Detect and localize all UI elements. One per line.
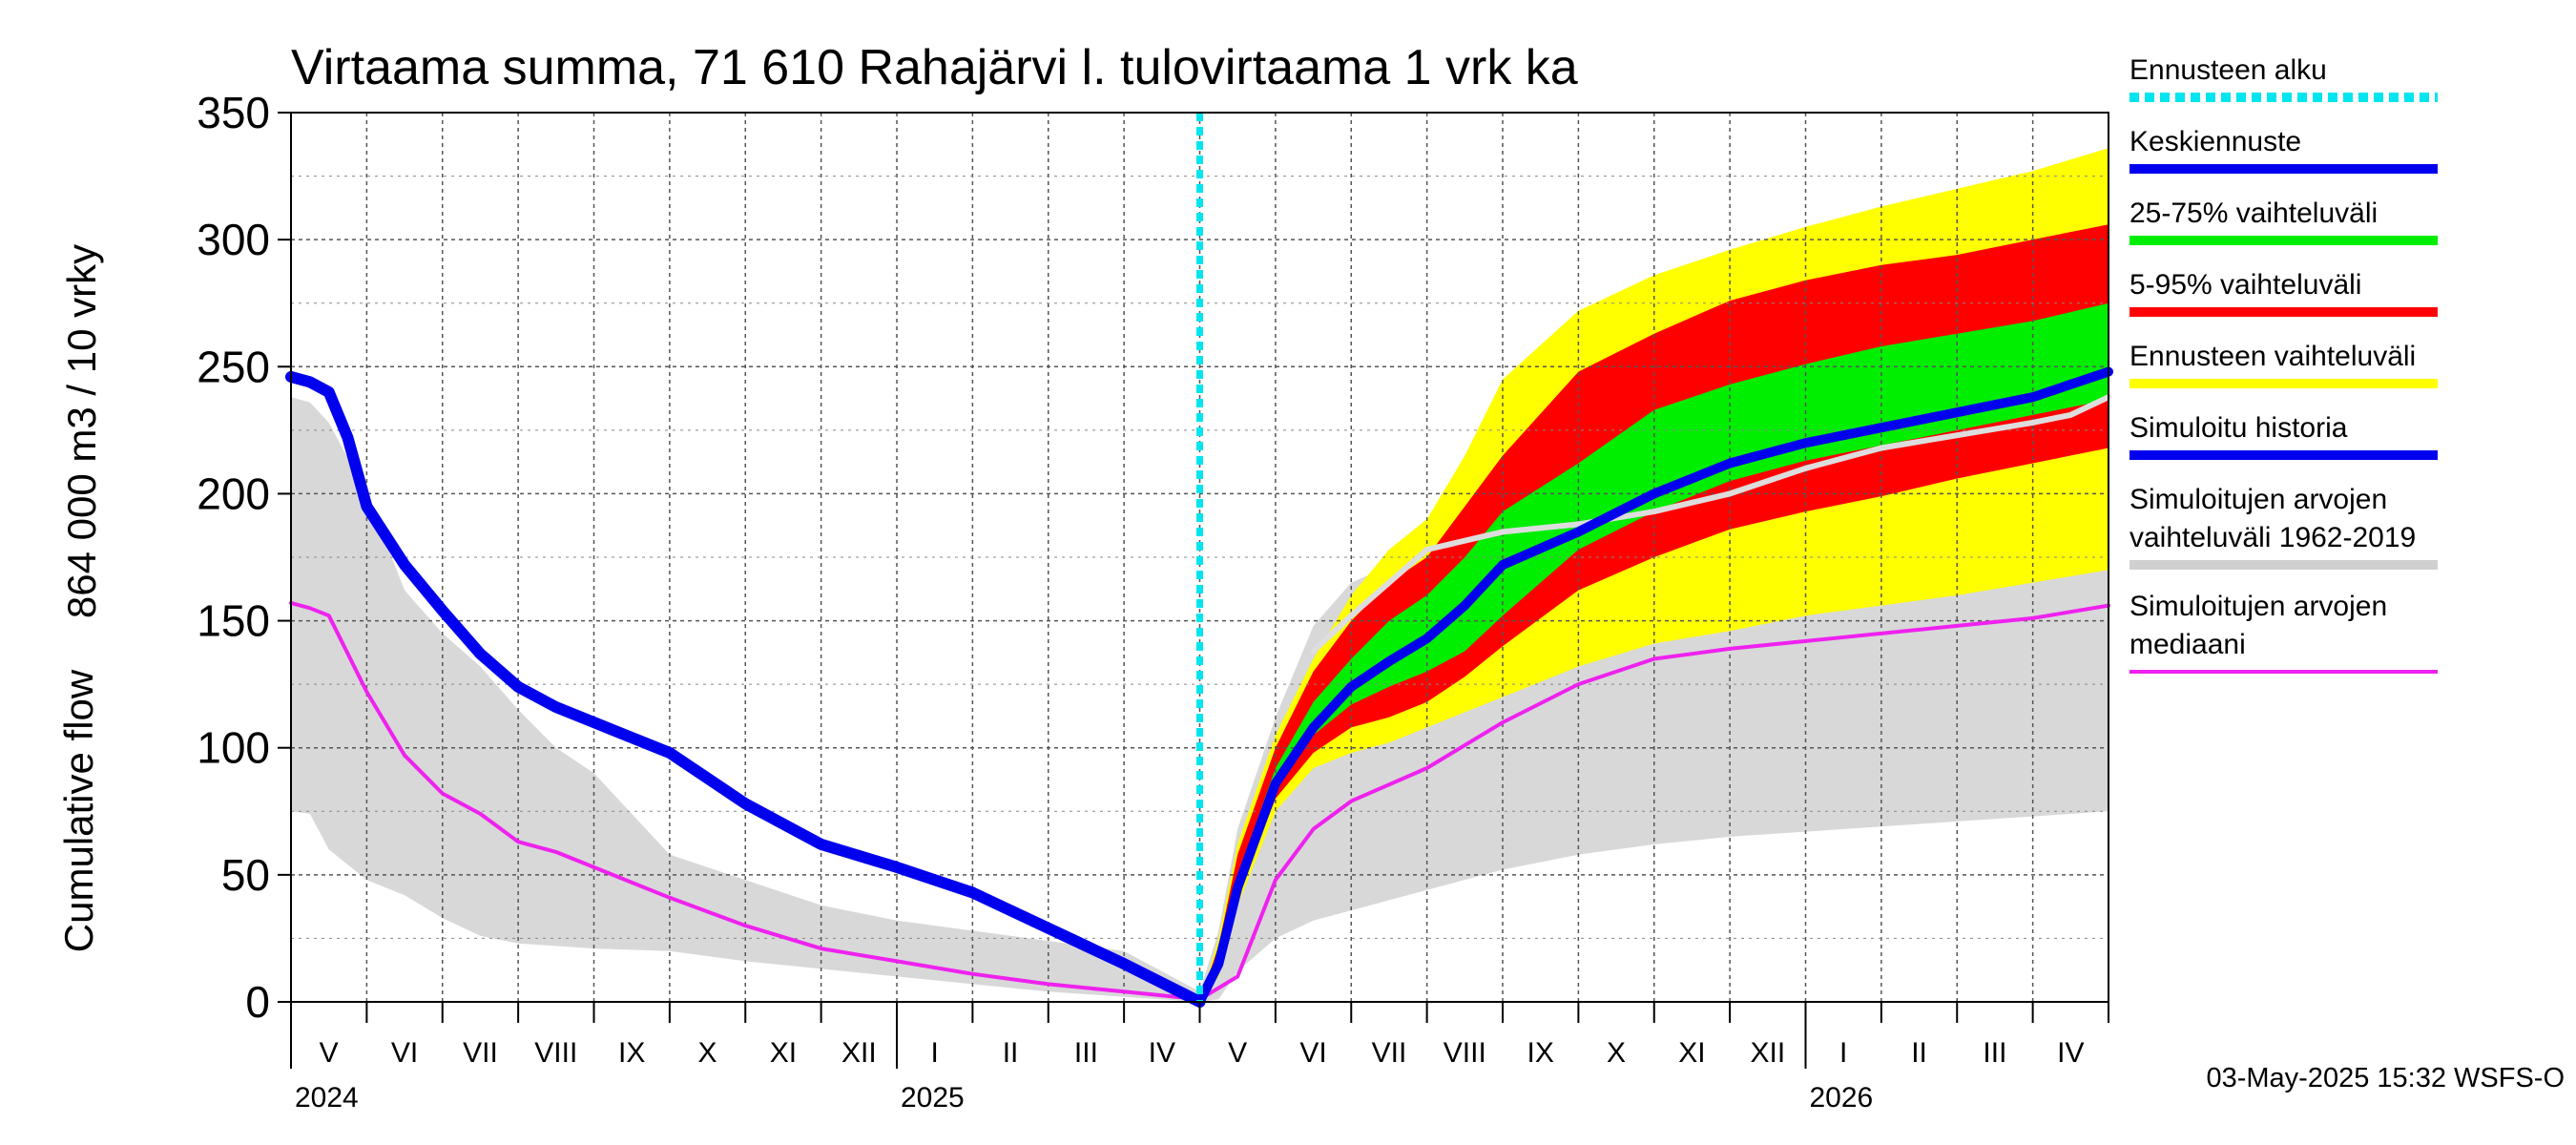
month-label: III [1074,1037,1098,1069]
month-label: VII [463,1037,498,1069]
y-tick-label: 50 [221,850,270,900]
month-label: XI [1678,1037,1705,1069]
month-label: III [1983,1037,2006,1069]
y-tick-label: 0 [245,977,270,1027]
month-label: VIII [1444,1037,1486,1069]
month-label: XII [841,1037,877,1069]
y-tick-label: 100 [197,723,270,773]
month-label: I [1839,1037,1847,1069]
month-label: II [1911,1037,1927,1069]
month-label: X [698,1037,717,1069]
series-line-4 [1195,366,2113,1007]
month-label: IX [618,1037,645,1069]
plot-area [285,113,2113,1008]
year-label: 2025 [901,1082,965,1114]
month-label: II [1003,1037,1019,1069]
legend-label-5: Ennusteen vaihteluväli [2129,341,2416,372]
legend-label-4: 5-95% vaihteluväli [2129,269,2361,301]
legend-label-3: 25-75% vaihteluväli [2129,198,2378,229]
month-label: VI [1299,1037,1326,1069]
month-label: I [931,1037,939,1069]
month-label: IV [1149,1037,1175,1069]
month-label: VIII [534,1037,577,1069]
legend-label-7: vaihteluväli 1962-2019 [2129,522,2416,553]
series-line-1 [289,600,2110,1002]
legend-label-7: Simuloitujen arvojen [2129,484,2387,515]
month-label: VII [1372,1037,1407,1069]
legend-label-1: Ennusteen alku [2129,54,2327,86]
y-tick-label: 300 [197,215,270,264]
y-axis-label-fi: 864 000 m3 / 10 vrky [59,244,104,618]
month-label: X [1607,1037,1626,1069]
legend: Ennusteen alku Keskiennuste 25-75% vaihtel… [2129,54,2438,674]
month-label: V [320,1037,339,1069]
legend-label-8: Simuloitujen arvojen [2129,591,2387,622]
legend-label-6: Simuloitu historia [2129,412,2348,444]
month-label: V [1228,1037,1247,1069]
y-tick-label: 350 [197,88,270,137]
y-axis-labels: 864 000 m3 / 10 vrky Cumulative flow [56,244,104,952]
y-tick-label: 250 [197,342,270,391]
timestamp-footer: 03-May-2025 15:32 WSFS-O [2206,1063,2565,1093]
series-line-3 [1310,394,2111,655]
year-label: 2026 [1810,1082,1874,1114]
month-label: VI [391,1037,418,1069]
y-tick-label: 150 [197,596,270,646]
month-label: IX [1527,1037,1554,1069]
month-label: IV [2057,1037,2084,1069]
month-label: XII [1750,1037,1785,1069]
chart-title: Virtaama summa, 71 610 Rahajärvi l. tulo… [291,40,1578,95]
year-label: 2024 [295,1082,359,1114]
month-label: XI [770,1037,797,1069]
y-axis-label-en: Cumulative flow [56,669,101,952]
y-tick-label: 200 [197,468,270,518]
series-line-2 [285,370,1206,1008]
legend-label-8: mediaani [2129,629,2246,660]
legend-label-2: Keskiennuste [2129,126,2301,157]
